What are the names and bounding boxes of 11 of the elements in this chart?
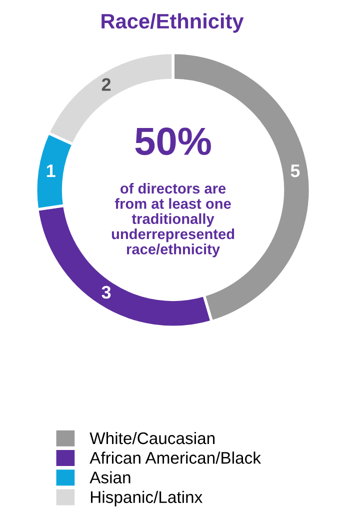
legend-label: Hispanic/Latinx (90, 490, 202, 506)
text: 50% (135, 128, 211, 156)
legend-label: White/Caucasian (90, 432, 215, 444)
text: of directors are from at least one traditionally underrepresented race/ethnicity (112, 182, 234, 258)
chart-title: Race/Ethnicity (102, 13, 244, 33)
data-label: 2 (102, 78, 111, 91)
legend-label: Asian (90, 471, 130, 484)
legend-label: African American/Black (90, 452, 261, 464)
data-label: 1 (46, 164, 56, 178)
data-label: 5 (290, 164, 300, 178)
data-label: 3 (102, 286, 111, 299)
